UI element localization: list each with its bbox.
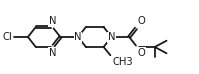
Text: N: N (74, 32, 82, 42)
Text: N: N (49, 16, 56, 26)
Text: O: O (138, 16, 146, 26)
Text: N: N (49, 48, 56, 58)
Text: N: N (108, 32, 115, 42)
Text: O: O (138, 48, 146, 58)
Text: Cl: Cl (2, 32, 12, 42)
Text: CH3: CH3 (112, 57, 133, 67)
